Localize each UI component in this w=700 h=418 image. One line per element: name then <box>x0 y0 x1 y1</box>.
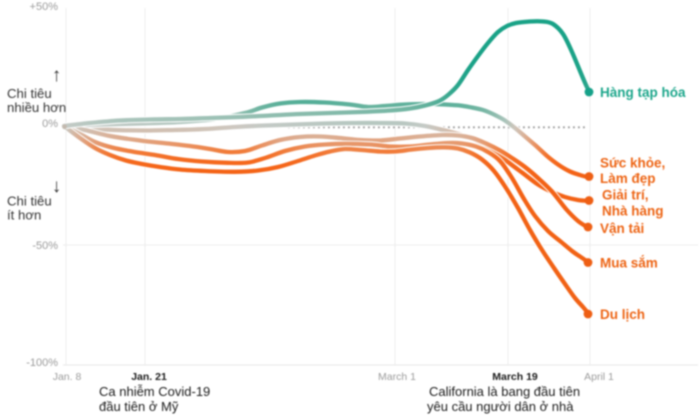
svg-text:Jan. 8: Jan. 8 <box>53 371 82 383</box>
svg-text:+50%: +50% <box>30 1 59 13</box>
svg-text:-100%: -100% <box>26 357 58 369</box>
svg-text:Chi tiêu: Chi tiêu <box>7 86 52 101</box>
svg-text:-50%: -50% <box>32 240 58 252</box>
svg-text:↑: ↑ <box>52 65 62 86</box>
svg-text:March 19: March 19 <box>492 371 538 383</box>
svg-text:Du lịch: Du lịch <box>600 307 645 322</box>
svg-text:April 1: April 1 <box>584 371 614 383</box>
svg-text:Sức khỏe,: Sức khỏe, <box>600 156 665 171</box>
svg-text:March 1: March 1 <box>378 371 416 383</box>
svg-text:Nhà hàng: Nhà hàng <box>602 204 664 219</box>
svg-text:Giải trí,: Giải trí, <box>602 188 649 203</box>
svg-text:đầu tiên ở Mỹ: đầu tiên ở Mỹ <box>99 399 179 414</box>
svg-text:Vận tải: Vận tải <box>600 221 644 236</box>
svg-text:Mua sắm: Mua sắm <box>600 256 658 271</box>
svg-text:Ca nhiễm Covid-19: Ca nhiễm Covid-19 <box>99 384 210 399</box>
svg-text:↓: ↓ <box>52 176 62 197</box>
svg-text:0%: 0% <box>42 118 58 130</box>
svg-text:Jan. 21: Jan. 21 <box>131 371 167 383</box>
svg-text:yêu cầu người dân ở nhà: yêu cầu người dân ở nhà <box>427 399 574 414</box>
svg-text:Làm đẹp: Làm đẹp <box>600 171 656 186</box>
svg-text:nhiều hơn: nhiều hơn <box>7 100 66 115</box>
svg-text:ít hơn: ít hơn <box>7 208 41 223</box>
svg-text:Hàng tạp hóa: Hàng tạp hóa <box>600 85 686 100</box>
svg-text:California là bang đầu tiên: California là bang đầu tiên <box>429 384 580 399</box>
svg-text:Chi tiêu: Chi tiêu <box>7 194 52 209</box>
